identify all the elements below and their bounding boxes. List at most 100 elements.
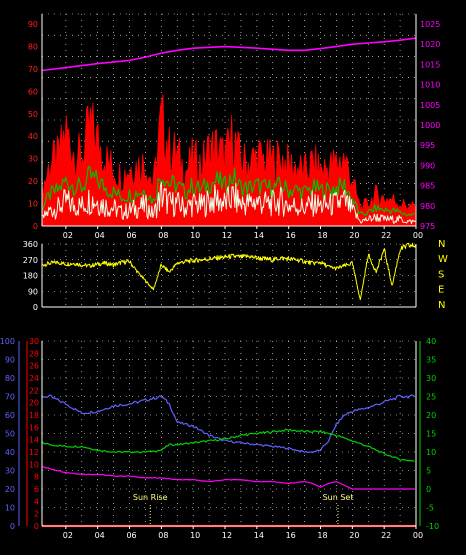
- bottom-x-tick-label: 16: [286, 531, 296, 540]
- rain-y-tick-label: 20: [29, 399, 39, 408]
- direction-y-tick-label: 0: [33, 303, 38, 312]
- dewpoint-label: Punt rosada: [403, 322, 462, 333]
- pressure-y-tick-label: 1000: [420, 121, 440, 130]
- wind-panel-series: [41, 37, 417, 227]
- humidity-y-tick-label: 100: [0, 337, 15, 346]
- bottom-panel-series: Sun Rise Sun Set: [41, 394, 416, 528]
- pressure-y-tick-label: 980: [420, 202, 435, 211]
- rain-y-tick-label: 6: [34, 485, 39, 494]
- wind-y-tick-label: 50: [28, 110, 38, 119]
- dewpoint-line: [41, 466, 415, 490]
- bottom-x-tick-label: 06: [126, 531, 136, 540]
- bottom-x-tick-label: 10: [190, 531, 200, 540]
- rain-y-tick-label: 26: [29, 362, 39, 371]
- graph-title: 24 hour graph data - 07 March 2023: [162, 2, 344, 13]
- humidity-y-tick-label: 20: [5, 485, 15, 494]
- bottom-x-tick-label: 04: [95, 531, 105, 540]
- temperature-y-tick-label: 25: [426, 393, 436, 402]
- rain-y-tick-label: 10: [29, 460, 39, 469]
- bottom-panel-axes: 1009080706050403020100302826242220181614…: [0, 337, 439, 540]
- direction-panel-series: [41, 242, 417, 301]
- wind-y-tick-label: 80: [28, 42, 38, 51]
- pressure-y-tick-label: 990: [420, 161, 435, 170]
- sunrise-label: Sun Rise: [133, 493, 168, 502]
- bottom-x-tick-label: 00: [413, 531, 423, 540]
- rain-y-tick-label: 18: [29, 411, 39, 420]
- pressure-label: Pressió: [370, 1, 405, 13]
- wind-pressure-panel: 9080706050403020100102510201015101010051…: [28, 13, 440, 240]
- direction-y-tick-label: 90: [28, 287, 38, 296]
- temperature-y-tick-label: 35: [426, 356, 436, 365]
- direction-y-tick-label: 360: [23, 240, 38, 249]
- wind-x-tick-label: 14: [254, 231, 264, 240]
- rain-y-tick-label: 2: [34, 510, 39, 519]
- humidity-y-tick-label: 60: [5, 411, 15, 420]
- bottom-x-tick-label: 02: [63, 531, 73, 540]
- wind-x-tick-label: 06: [126, 231, 136, 240]
- bottom-x-tick-label: 22: [381, 531, 391, 540]
- wind-x-tick-label: 00: [413, 231, 423, 240]
- rain-y-tick-label: 24: [29, 374, 39, 383]
- pressure-y-tick-label: 1025: [420, 20, 440, 29]
- wind-x-tick-label: 12: [222, 231, 232, 240]
- humidity-y-tick-label: 0: [10, 522, 15, 531]
- humidity-y-tick-label: 10: [5, 504, 15, 513]
- bottom-x-tick-label: 08: [158, 531, 168, 540]
- rain-y-tick-label: 16: [29, 423, 39, 432]
- rain-y-tick-label: 12: [29, 448, 39, 457]
- wind-x-tick-label: 16: [286, 231, 296, 240]
- temperature-y-tick-label: 30: [426, 374, 436, 383]
- pressure-line: [41, 37, 417, 72]
- pressure-y-tick-label: 1010: [420, 81, 440, 90]
- humidity-y-tick-label: 40: [5, 448, 15, 457]
- wind-y-tick-label: 60: [28, 87, 38, 96]
- direction-y-tick-label: 180: [23, 272, 38, 281]
- temperature-y-tick-label: -10: [426, 522, 439, 531]
- temperature-label: Temperatura: [311, 322, 376, 333]
- wind-y-tick-label: 10: [28, 200, 38, 209]
- bottom-x-tick-label: 12: [222, 531, 232, 540]
- wind-x-tick-label: 08: [158, 231, 168, 240]
- humidity-y-tick-label: 30: [5, 467, 15, 476]
- humidity-label: Humitat: [66, 322, 106, 333]
- rain-y-tick-label: 14: [29, 436, 39, 445]
- wind-y-tick-label: 20: [28, 177, 38, 186]
- wind-y-tick-label: 0: [33, 222, 38, 231]
- wind-panel-axes: 9080706050403020100102510201015101010051…: [28, 14, 440, 240]
- temperature-y-tick-label: 0: [426, 485, 431, 494]
- wind-min-line: [41, 181, 416, 224]
- sunset-label: Sun Set: [323, 493, 354, 502]
- direction-compass-label: N: [438, 300, 445, 311]
- rain-y-tick-label: 4: [34, 497, 39, 506]
- bottom-x-tick-label: 20: [349, 531, 359, 540]
- wind-direction-line: [41, 242, 417, 301]
- temperature-y-tick-label: 10: [426, 448, 436, 457]
- direction-compass-label: N: [438, 239, 445, 250]
- wind-x-tick-label: 10: [190, 231, 200, 240]
- humidity-y-tick-label: 90: [5, 356, 15, 365]
- pressure-y-tick-label: 985: [420, 182, 435, 191]
- rain-y-tick-label: 8: [34, 473, 39, 482]
- pressure-y-tick-label: 1015: [420, 60, 440, 69]
- wind-x-tick-label: 20: [349, 231, 359, 240]
- wind-x-tick-label: 22: [381, 231, 391, 240]
- direction-compass-label: S: [438, 269, 444, 280]
- humidity-y-tick-label: 80: [5, 374, 15, 383]
- wind-x-tick-label: 18: [317, 231, 327, 240]
- temperature-line: [41, 428, 415, 462]
- wind-x-tick-label: 02: [63, 231, 73, 240]
- humidity-line: [41, 394, 415, 454]
- pressure-y-tick-label: 975: [420, 222, 435, 231]
- humidity-temp-panel: Sun Rise Sun Set 100908070605040302010030…: [0, 337, 439, 540]
- bottom-panel-grid: [42, 340, 417, 527]
- pressure-y-tick-label: 995: [420, 141, 435, 150]
- wind-y-tick-label: 70: [28, 65, 38, 74]
- rain-y-tick-label: 30: [29, 337, 39, 346]
- direction-compass-label: E: [438, 285, 444, 296]
- direction-y-tick-label: 270: [23, 256, 38, 265]
- rain-y-tick-label: 0: [34, 522, 39, 531]
- bottom-x-tick-label: 18: [317, 531, 327, 540]
